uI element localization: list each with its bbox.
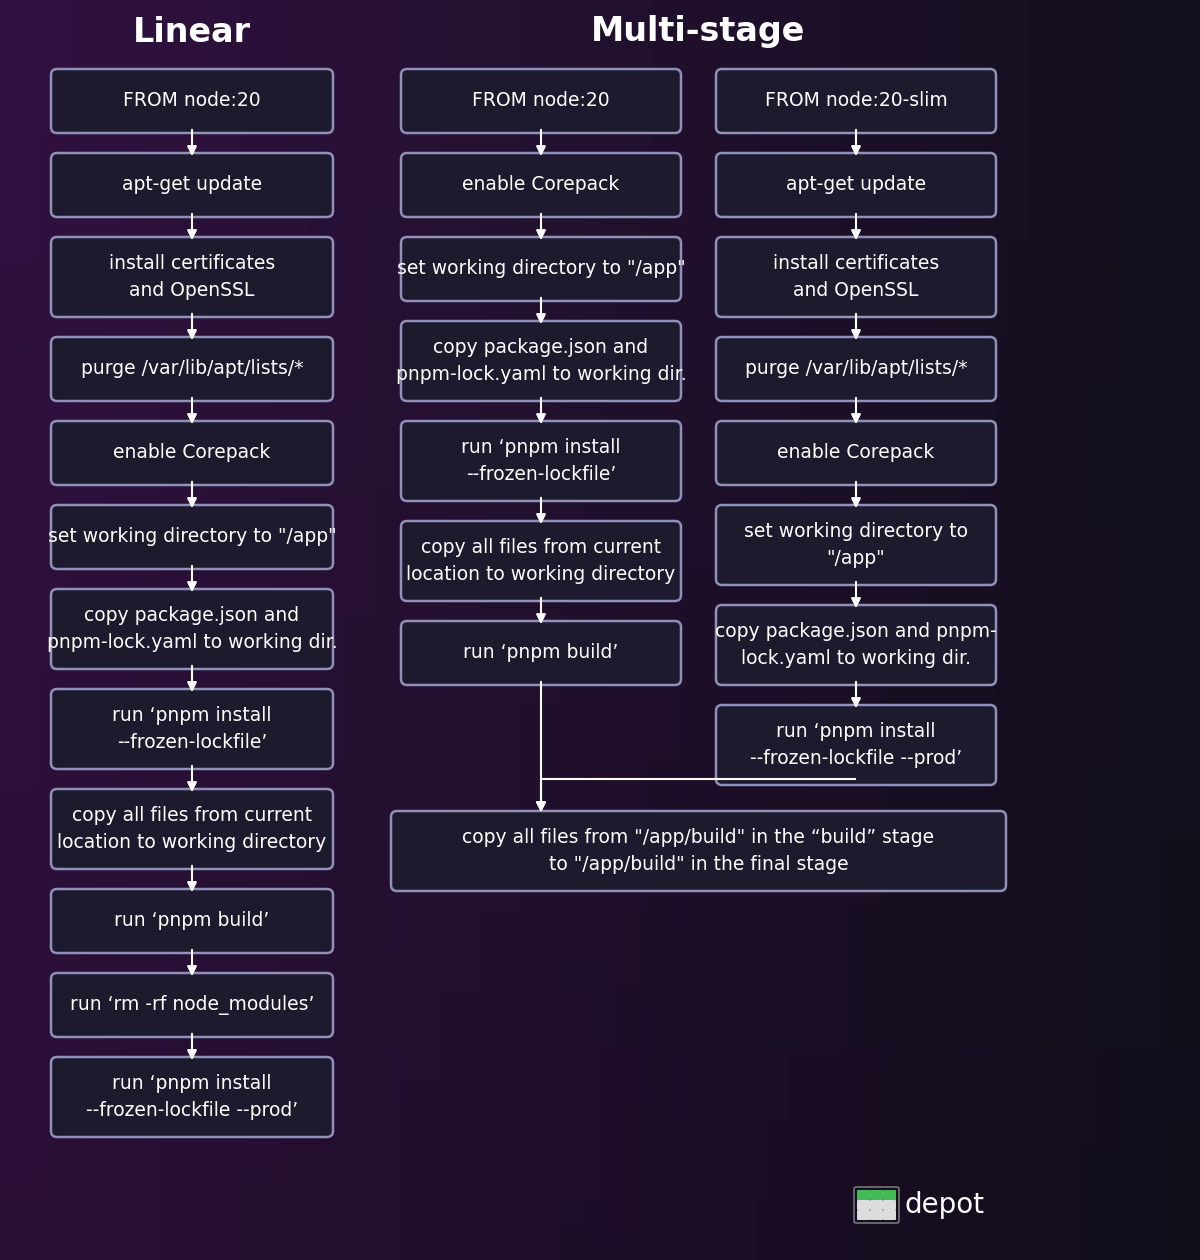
FancyBboxPatch shape [401, 321, 682, 401]
FancyBboxPatch shape [716, 505, 996, 585]
FancyBboxPatch shape [50, 152, 334, 217]
Text: run ‘pnpm build’: run ‘pnpm build’ [114, 911, 270, 930]
FancyBboxPatch shape [50, 421, 334, 485]
Text: depot: depot [905, 1191, 985, 1218]
Text: purge /var/lib/apt/lists/*: purge /var/lib/apt/lists/* [80, 359, 304, 378]
FancyBboxPatch shape [716, 237, 996, 318]
FancyBboxPatch shape [716, 421, 996, 485]
FancyBboxPatch shape [857, 1200, 870, 1210]
FancyBboxPatch shape [401, 621, 682, 685]
Text: set working directory to "/app": set working directory to "/app" [48, 528, 336, 547]
Text: enable Corepack: enable Corepack [778, 444, 935, 462]
Text: copy all files from current
location to working directory: copy all files from current location to … [58, 806, 326, 852]
Text: set working directory to "/app": set working directory to "/app" [397, 260, 685, 278]
Text: enable Corepack: enable Corepack [113, 444, 271, 462]
Text: Multi-stage: Multi-stage [592, 15, 805, 48]
FancyBboxPatch shape [50, 505, 334, 570]
FancyBboxPatch shape [870, 1189, 883, 1200]
Text: install certificates
and OpenSSL: install certificates and OpenSSL [109, 253, 275, 300]
FancyBboxPatch shape [50, 588, 334, 669]
FancyBboxPatch shape [401, 69, 682, 134]
Text: purge /var/lib/apt/lists/*: purge /var/lib/apt/lists/* [745, 359, 967, 378]
Text: FROM node:20: FROM node:20 [124, 92, 260, 111]
Text: run ‘pnpm install
--frozen-lockfile’: run ‘pnpm install --frozen-lockfile’ [113, 706, 271, 752]
FancyBboxPatch shape [401, 237, 682, 301]
FancyBboxPatch shape [50, 973, 334, 1037]
FancyBboxPatch shape [50, 689, 334, 769]
FancyBboxPatch shape [716, 336, 996, 401]
Text: enable Corepack: enable Corepack [462, 175, 619, 194]
Text: copy package.json and pnpm-
lock.yaml to working dir.: copy package.json and pnpm- lock.yaml to… [715, 622, 997, 668]
FancyBboxPatch shape [401, 421, 682, 501]
Text: run ‘pnpm install
--frozen-lockfile --prod’: run ‘pnpm install --frozen-lockfile --pr… [750, 722, 962, 769]
FancyBboxPatch shape [716, 152, 996, 217]
Text: apt-get update: apt-get update [786, 175, 926, 194]
FancyBboxPatch shape [50, 789, 334, 869]
FancyBboxPatch shape [870, 1200, 883, 1210]
Text: copy all files from current
location to working directory: copy all files from current location to … [407, 538, 676, 585]
Text: run ‘pnpm install
--frozen-lockfile’: run ‘pnpm install --frozen-lockfile’ [461, 438, 620, 484]
FancyBboxPatch shape [857, 1189, 870, 1200]
Text: run ‘pnpm build’: run ‘pnpm build’ [463, 644, 619, 663]
FancyBboxPatch shape [883, 1200, 896, 1210]
FancyBboxPatch shape [401, 520, 682, 601]
Text: copy package.json and
pnpm-lock.yaml to working dir.: copy package.json and pnpm-lock.yaml to … [396, 338, 686, 384]
FancyBboxPatch shape [716, 605, 996, 685]
FancyBboxPatch shape [50, 237, 334, 318]
FancyBboxPatch shape [50, 69, 334, 134]
FancyBboxPatch shape [50, 336, 334, 401]
Text: Linear: Linear [133, 15, 251, 48]
FancyBboxPatch shape [391, 811, 1006, 891]
Text: install certificates
and OpenSSL: install certificates and OpenSSL [773, 253, 940, 300]
Text: copy all files from "/app/build" in the “build” stage
to "/app/build" in the fin: copy all files from "/app/build" in the … [462, 828, 935, 874]
Text: run ‘pnpm install
--frozen-lockfile --prod’: run ‘pnpm install --frozen-lockfile --pr… [86, 1074, 298, 1120]
FancyBboxPatch shape [401, 152, 682, 217]
Text: FROM node:20: FROM node:20 [472, 92, 610, 111]
Text: apt-get update: apt-get update [122, 175, 262, 194]
FancyBboxPatch shape [50, 1057, 334, 1137]
FancyBboxPatch shape [883, 1189, 896, 1200]
Text: run ‘rm -rf node_modules’: run ‘rm -rf node_modules’ [70, 995, 314, 1016]
FancyBboxPatch shape [857, 1210, 870, 1220]
FancyBboxPatch shape [716, 706, 996, 785]
FancyBboxPatch shape [883, 1210, 896, 1220]
Text: set working directory to
"/app": set working directory to "/app" [744, 522, 968, 568]
Text: copy package.json and
pnpm-lock.yaml to working dir.: copy package.json and pnpm-lock.yaml to … [47, 606, 337, 653]
Text: FROM node:20-slim: FROM node:20-slim [764, 92, 947, 111]
FancyBboxPatch shape [716, 69, 996, 134]
FancyBboxPatch shape [870, 1210, 883, 1220]
FancyBboxPatch shape [50, 890, 334, 953]
